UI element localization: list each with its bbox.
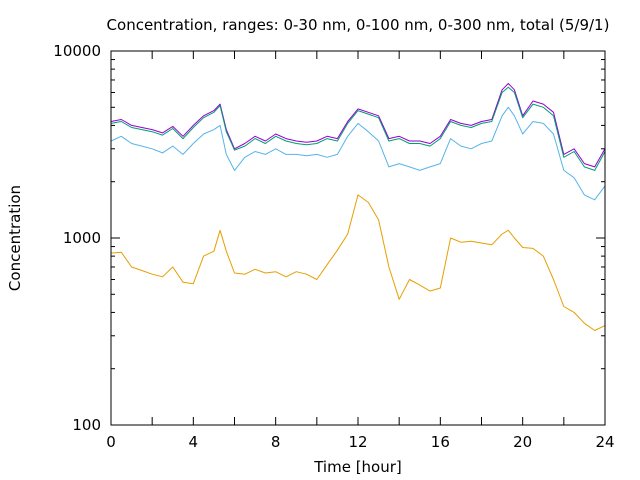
series-line-2 (110, 86, 606, 171)
y-tick-label: 100 (72, 416, 101, 434)
y-tick-label: 10000 (53, 42, 101, 60)
ticks-layer: 0 4 8 12 16 20 24 100 1000 10000 (53, 42, 614, 451)
x-tick-label: 12 (348, 433, 367, 451)
chart-title: Concentration, ranges: 0-30 nm, 0-100 nm… (107, 16, 610, 34)
y-axis-label: Concentration (6, 185, 24, 291)
series-line-3 (110, 106, 606, 201)
x-tick-label: 24 (595, 433, 614, 451)
x-axis-label: Time [hour] (313, 458, 402, 476)
x-tick-label: 0 (106, 433, 116, 451)
x-tick-label: 4 (189, 433, 199, 451)
series-line-4 (110, 194, 606, 331)
x-tick-label: 16 (431, 433, 450, 451)
y-tick-label: 1000 (63, 229, 101, 247)
x-tick-label: 8 (271, 433, 281, 451)
series-layer (110, 83, 606, 331)
x-tick-label: 20 (513, 433, 532, 451)
series-line-1 (110, 83, 606, 168)
